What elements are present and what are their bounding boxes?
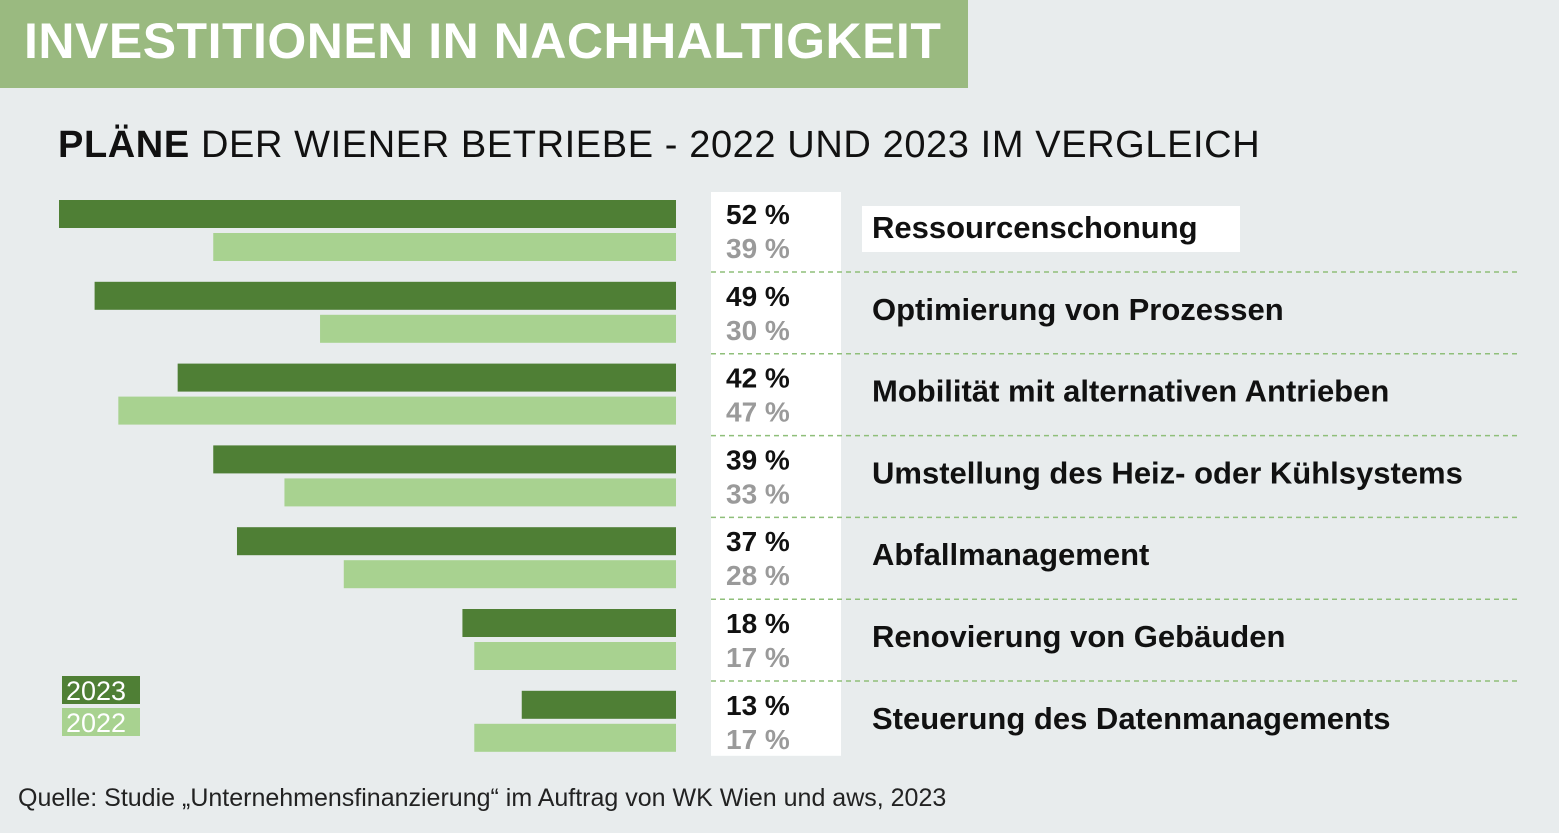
- bar-2022: [474, 723, 676, 752]
- bar-2022: [213, 233, 676, 261]
- bar-2023: [521, 690, 676, 719]
- value-label-2022: 17 %: [726, 724, 790, 755]
- bar-2023: [462, 609, 676, 637]
- value-label-2023: 42 %: [726, 363, 790, 394]
- bar-2023: [59, 200, 676, 228]
- value-column-background: [711, 192, 841, 756]
- title-banner: INVESTITIONEN IN NACHHALTIGKEIT: [0, 0, 968, 88]
- source-note: Quelle: Studie „Unternehmensfinanzierung…: [18, 784, 947, 812]
- bar-2022: [343, 560, 676, 589]
- value-label-2023: 37 %: [726, 526, 790, 557]
- bar-2022: [284, 478, 676, 507]
- value-label-2022: 30 %: [726, 315, 790, 346]
- subtitle-bold: PLÄNE: [58, 124, 190, 166]
- value-label-2023: 18 %: [726, 608, 790, 639]
- value-label-2023: 52 %: [726, 199, 790, 230]
- bar-2023: [177, 363, 676, 392]
- category-label: Renovierung von Gebäuden: [872, 619, 1285, 654]
- legend-swatch-2023: [62, 676, 140, 704]
- value-label-2022: 33 %: [726, 478, 790, 509]
- category-label: Umstellung des Heiz- oder Kühlsystems: [872, 455, 1463, 490]
- chart-subtitle: PLÄNE DER WIENER BETRIEBE - 2022 UND 202…: [58, 124, 1260, 167]
- value-label-2023: 39 %: [726, 444, 790, 475]
- value-label-2023: 49 %: [726, 281, 790, 312]
- bar-2023: [213, 445, 676, 474]
- category-label: Ressourcenschonung: [872, 210, 1198, 245]
- bar-2022: [320, 314, 676, 343]
- category-label: Abfallmanagement: [872, 537, 1149, 572]
- category-label: Mobilität mit alternativen Antrieben: [872, 374, 1389, 409]
- subtitle-rest: DER WIENER BETRIEBE - 2022 UND 2023 IM V…: [189, 124, 1261, 166]
- legend-swatch-2022: [62, 708, 140, 736]
- value-label-2022: 39 %: [726, 233, 790, 264]
- chart-title: INVESTITIONEN IN NACHHALTIGKEIT: [24, 13, 942, 69]
- bar-2023: [94, 281, 677, 310]
- value-label-2022: 28 %: [726, 560, 790, 591]
- bar-2022: [118, 396, 677, 425]
- category-label: Optimierung von Prozessen: [872, 292, 1284, 327]
- legend-label-2023: 2023: [66, 676, 126, 706]
- legend-label-2022: 2022: [66, 708, 126, 738]
- category-label: Steuerung des Datenmanagements: [872, 701, 1391, 736]
- value-label-2023: 13 %: [726, 690, 790, 721]
- category-highlight-box: [862, 206, 1240, 252]
- bar-2023: [236, 527, 676, 556]
- value-label-2022: 47 %: [726, 397, 790, 428]
- value-label-2022: 17 %: [726, 642, 790, 673]
- bar-2022: [474, 642, 676, 670]
